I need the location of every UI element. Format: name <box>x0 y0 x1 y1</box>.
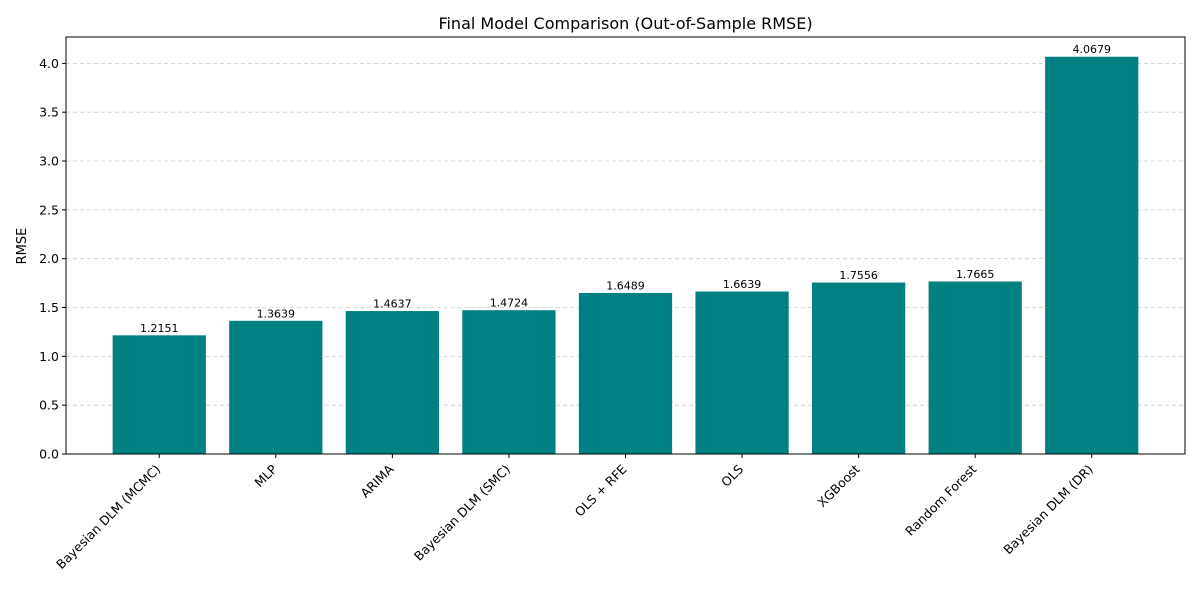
bar <box>112 335 206 454</box>
data-labels: 1.2151 1.3639 1.4637 1.4724 1.6489 1.6639 1.75… <box>140 43 1111 335</box>
bar <box>1045 56 1139 455</box>
bar <box>578 292 673 454</box>
x-tick-label: OLS <box>718 461 746 489</box>
data-label: 1.4724 <box>490 297 529 310</box>
bar <box>462 310 556 454</box>
data-label: 4.0679 <box>1073 43 1112 56</box>
y-axis-ticks: 0.0 0.5 1.0 1.5 2.0 2.5 3.0 3.5 4.0 <box>39 56 66 462</box>
x-tick-label: ARIMA <box>357 461 396 500</box>
y-tick-label: 2.5 <box>39 202 59 217</box>
x-tick-label: Bayesian DLM (MCMC) <box>53 462 163 572</box>
y-tick-label: 3.5 <box>39 105 59 120</box>
bar <box>229 320 323 454</box>
chart-title: Final Model Comparison (Out-of-Sample RM… <box>438 14 812 33</box>
y-tick-label: 1.5 <box>39 300 59 315</box>
y-tick-label: 2.0 <box>39 251 59 266</box>
x-tick-label: Bayesian DLM (DR) <box>1000 462 1096 558</box>
x-tick-label: OLS + RFE <box>572 461 630 519</box>
y-axis-label: RMSE <box>15 228 30 265</box>
data-label: 1.2151 <box>140 322 179 335</box>
x-tick-label: XGBoost <box>814 461 863 510</box>
x-tick-label: Random Forest <box>902 461 979 538</box>
data-label: 1.6489 <box>606 279 645 292</box>
y-tick-label: 0.0 <box>39 447 59 462</box>
data-label: 1.7556 <box>839 269 878 282</box>
y-tick-label: 4.0 <box>39 56 59 71</box>
x-axis-ticks: Bayesian DLM (MCMC) MLP ARIMA Bayesian DLM … <box>53 454 1096 572</box>
bar <box>695 291 789 454</box>
data-label: 1.3639 <box>257 307 296 320</box>
y-tick-label: 3.0 <box>39 154 59 169</box>
x-tick-label: MLP <box>251 461 280 490</box>
data-label: 1.7665 <box>956 268 995 281</box>
x-tick-label: Bayesian DLM (SMC) <box>411 462 513 564</box>
y-tick-label: 1.0 <box>39 349 59 364</box>
data-label: 1.6639 <box>723 278 762 291</box>
bar <box>812 282 906 454</box>
bar <box>345 311 439 454</box>
bar <box>928 281 1022 454</box>
data-label: 1.4637 <box>373 298 412 311</box>
bars <box>112 56 1139 455</box>
y-tick-label: 0.5 <box>39 398 59 413</box>
